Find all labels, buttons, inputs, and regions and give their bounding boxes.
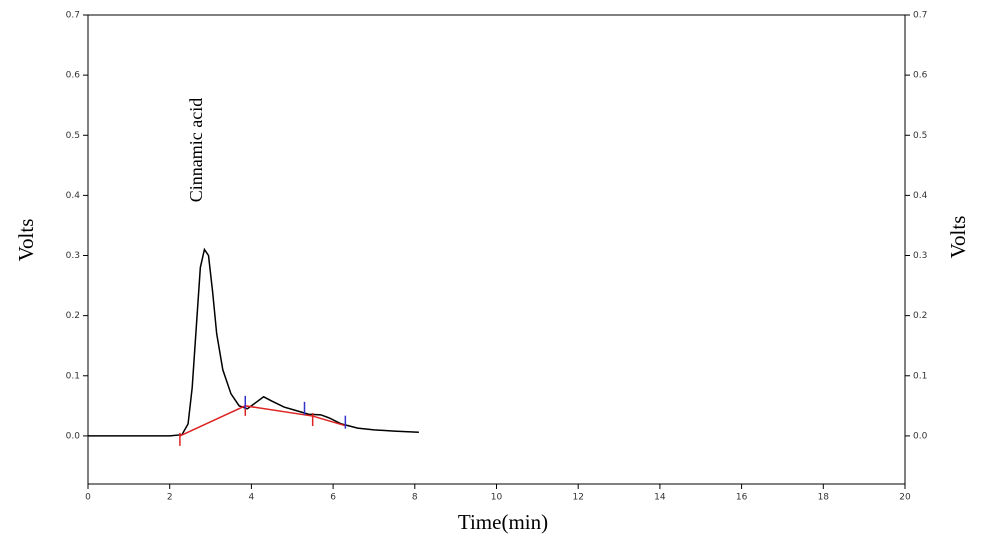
y2-tick-label: 0.3	[913, 251, 927, 261]
series-line	[88, 247, 419, 437]
y-tick-label: 0.6	[66, 71, 81, 81]
y2-tick-label: 0.5	[913, 131, 927, 141]
x-tick-label: 14	[654, 493, 666, 503]
y2-tick-label: 0.7	[913, 11, 927, 21]
series-line	[179, 405, 346, 437]
x-tick-label: 12	[572, 493, 583, 503]
x-tick-label: 2	[167, 493, 173, 503]
x-axis-label: Time(min)	[458, 510, 548, 534]
y-tick-label: 0.4	[66, 191, 81, 201]
y-tick-label: 0.1	[66, 371, 80, 381]
x-tick-label: 16	[736, 493, 748, 503]
y2-tick-label: 0.2	[913, 311, 927, 321]
x-tick-label: 0	[85, 493, 91, 503]
y-tick-label: 0.3	[66, 251, 80, 261]
y-tick-label: 0.2	[66, 311, 80, 321]
plot-frame	[87, 14, 906, 485]
y2-tick-label: 0.6	[913, 71, 928, 81]
x-tick-label: 18	[818, 493, 830, 503]
x-tick-label: 8	[412, 493, 418, 503]
y2-axis-label: Volts	[946, 216, 970, 259]
x-tick-label: 10	[491, 493, 503, 503]
y-axis-label: Volts	[14, 219, 38, 262]
y-tick-label: 0.5	[66, 131, 80, 141]
y2-tick-label: 0.0	[913, 431, 928, 441]
x-tick-label: 4	[249, 493, 255, 503]
y2-tick-label: 0.4	[913, 191, 928, 201]
peak-annotation: Cinnamic acid	[186, 98, 206, 202]
y-tick-label: 0.0	[66, 431, 81, 441]
x-tick-label: 20	[899, 493, 911, 503]
x-tick-label: 6	[330, 493, 336, 503]
y-tick-label: 0.7	[66, 11, 80, 21]
y2-tick-label: 0.1	[913, 371, 927, 381]
